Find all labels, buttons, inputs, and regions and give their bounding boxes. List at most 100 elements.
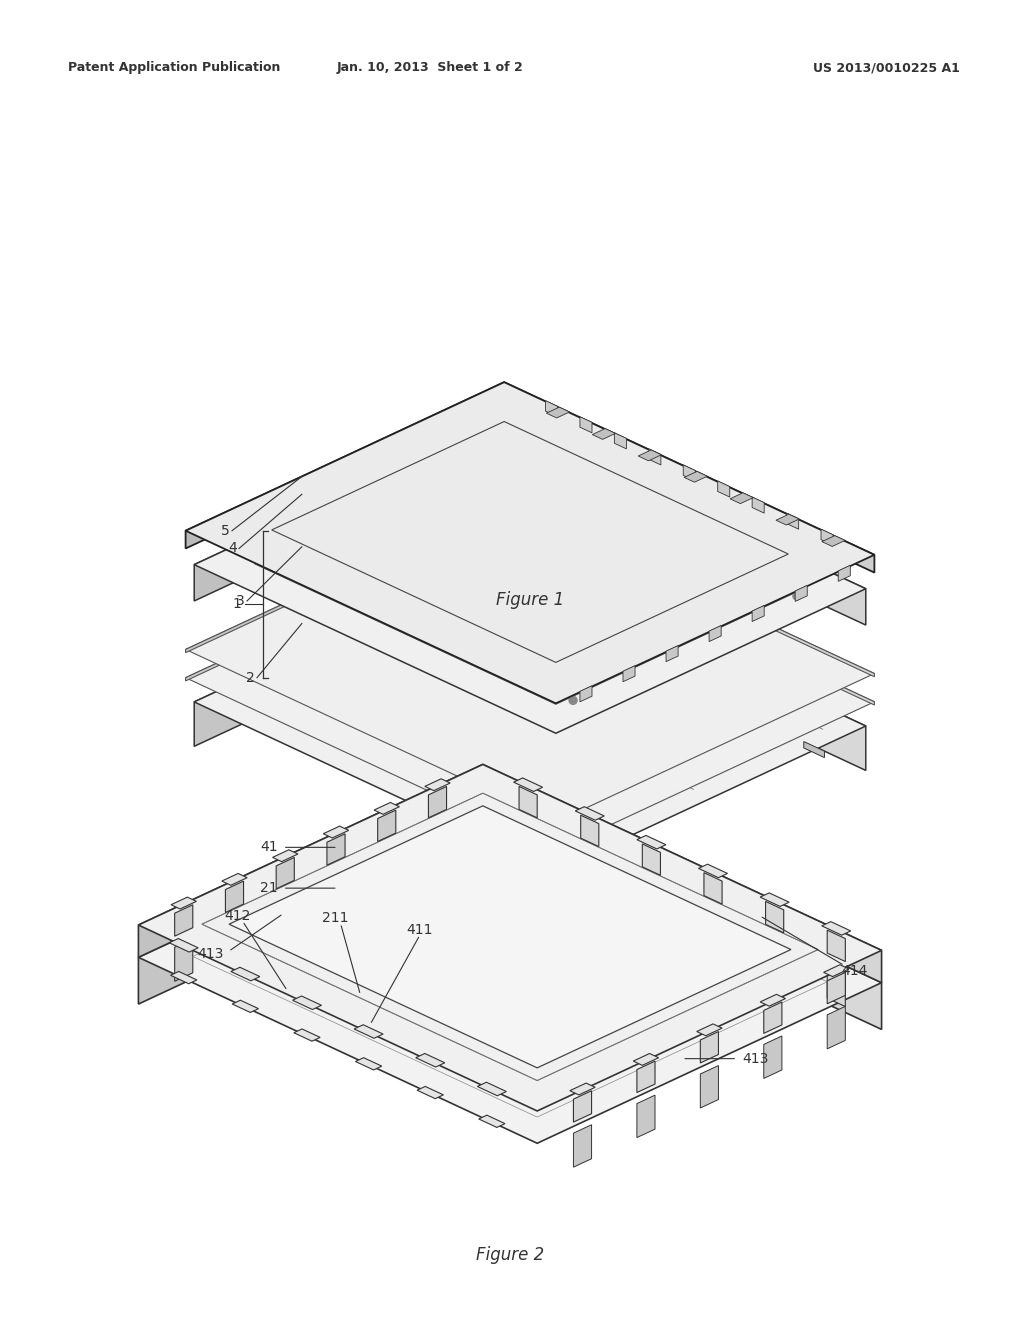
Text: 411: 411 [407, 923, 433, 937]
Polygon shape [185, 529, 874, 850]
Polygon shape [796, 585, 807, 602]
Polygon shape [750, 640, 779, 655]
Polygon shape [354, 1024, 383, 1039]
Polygon shape [822, 536, 845, 546]
Polygon shape [138, 797, 882, 1143]
Polygon shape [276, 891, 294, 933]
Polygon shape [821, 529, 834, 545]
Polygon shape [592, 429, 615, 440]
Polygon shape [171, 972, 197, 983]
Polygon shape [764, 1036, 782, 1078]
Polygon shape [504, 500, 874, 677]
Polygon shape [477, 1082, 507, 1096]
Polygon shape [327, 834, 345, 865]
Polygon shape [637, 1096, 655, 1138]
Polygon shape [138, 764, 882, 1111]
Text: 414: 414 [842, 964, 868, 978]
Polygon shape [504, 420, 865, 626]
Text: 2: 2 [246, 671, 255, 685]
Polygon shape [766, 936, 783, 978]
Polygon shape [195, 420, 865, 734]
Text: 413: 413 [742, 1052, 769, 1065]
Polygon shape [479, 1115, 505, 1127]
Polygon shape [225, 915, 244, 957]
Text: 5: 5 [221, 524, 230, 537]
Text: 3: 3 [237, 594, 245, 609]
Polygon shape [766, 902, 783, 933]
Polygon shape [652, 488, 683, 500]
Polygon shape [642, 843, 660, 875]
Polygon shape [293, 997, 322, 1010]
Polygon shape [760, 994, 785, 1006]
Polygon shape [756, 536, 786, 548]
Polygon shape [281, 459, 779, 692]
Polygon shape [709, 626, 721, 642]
Polygon shape [718, 480, 730, 498]
Circle shape [483, 447, 490, 455]
Text: Figure 1: Figure 1 [496, 591, 564, 609]
Polygon shape [514, 777, 543, 792]
Polygon shape [482, 797, 882, 1030]
Text: 412: 412 [224, 909, 251, 923]
Text: 21: 21 [260, 882, 278, 895]
Polygon shape [276, 858, 294, 888]
Polygon shape [700, 1031, 719, 1063]
Polygon shape [355, 1057, 382, 1071]
Polygon shape [229, 805, 791, 1068]
Polygon shape [573, 1090, 592, 1122]
Polygon shape [611, 548, 642, 562]
Polygon shape [185, 500, 504, 652]
Polygon shape [760, 892, 790, 907]
Polygon shape [823, 965, 849, 977]
Circle shape [259, 552, 267, 560]
Polygon shape [601, 465, 632, 475]
Polygon shape [703, 512, 735, 524]
Polygon shape [195, 557, 865, 871]
Polygon shape [169, 939, 199, 952]
Circle shape [793, 591, 801, 601]
Polygon shape [623, 665, 635, 681]
Polygon shape [750, 612, 779, 627]
Polygon shape [195, 557, 504, 746]
Text: 413: 413 [197, 946, 223, 961]
Polygon shape [633, 1053, 658, 1065]
Text: 1: 1 [232, 597, 241, 611]
Polygon shape [519, 821, 538, 863]
Polygon shape [519, 787, 538, 818]
Polygon shape [195, 420, 504, 601]
Polygon shape [546, 622, 566, 638]
Text: 211: 211 [323, 911, 349, 925]
Circle shape [569, 697, 578, 705]
Polygon shape [504, 557, 865, 771]
Polygon shape [776, 515, 799, 525]
Polygon shape [683, 465, 695, 480]
Polygon shape [807, 561, 839, 572]
Polygon shape [294, 1030, 321, 1041]
Polygon shape [581, 816, 599, 846]
Polygon shape [425, 779, 451, 791]
Polygon shape [703, 907, 722, 949]
Polygon shape [327, 867, 345, 911]
Polygon shape [753, 498, 764, 513]
Polygon shape [230, 968, 260, 981]
Polygon shape [504, 383, 874, 573]
Polygon shape [666, 645, 678, 661]
Polygon shape [581, 849, 599, 891]
Polygon shape [580, 417, 592, 433]
Text: Patent Application Publication: Patent Application Publication [68, 62, 281, 74]
Polygon shape [185, 500, 874, 822]
Polygon shape [839, 565, 850, 581]
Polygon shape [637, 1061, 655, 1093]
Polygon shape [482, 764, 882, 982]
Polygon shape [378, 810, 396, 842]
Polygon shape [703, 873, 722, 904]
Polygon shape [378, 843, 396, 887]
Polygon shape [827, 964, 846, 1007]
Polygon shape [638, 450, 662, 461]
Polygon shape [580, 685, 592, 702]
Polygon shape [700, 1065, 719, 1107]
Polygon shape [138, 797, 482, 1005]
Polygon shape [482, 552, 504, 569]
Polygon shape [175, 939, 193, 981]
Polygon shape [786, 513, 799, 529]
